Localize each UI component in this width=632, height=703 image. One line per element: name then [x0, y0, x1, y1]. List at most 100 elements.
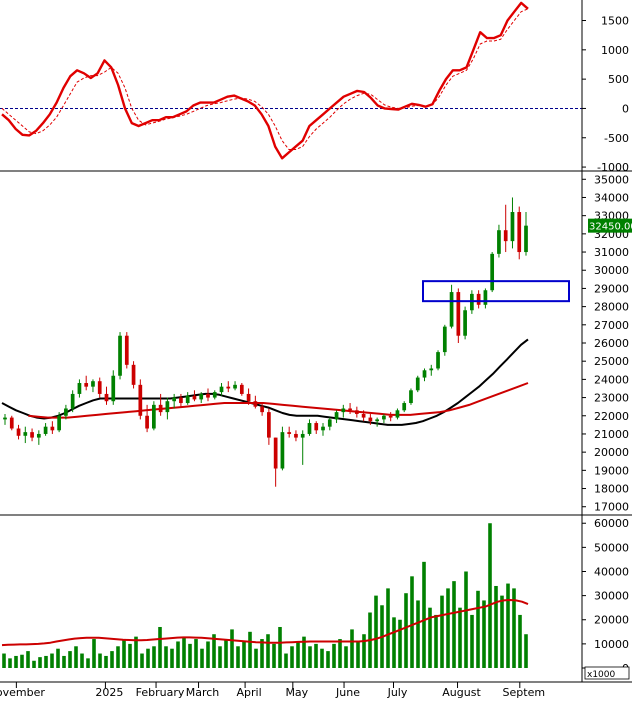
panel-frames	[0, 0, 632, 683]
candle-body-52	[354, 410, 359, 414]
volume-ma-line	[1, 599, 529, 647]
price-tick-label-11: 28000	[594, 301, 629, 314]
volume-bar-15	[92, 639, 96, 668]
volume-bar-36	[218, 646, 222, 668]
candle-body-77	[524, 225, 528, 253]
candle-body-60	[409, 390, 413, 404]
volume-bar-83	[500, 595, 504, 668]
candle-body-56	[382, 415, 386, 420]
candle-body-43	[294, 433, 298, 438]
volume-bar-34	[206, 641, 210, 668]
time-label-9: Septem	[503, 686, 546, 699]
candle-body-29	[199, 393, 204, 400]
volume-bar-39	[236, 646, 240, 668]
volume-bar-72	[434, 614, 438, 668]
volume-bar-23	[140, 653, 144, 668]
volume-bar-18	[110, 651, 114, 668]
volume-bar-28	[170, 648, 174, 668]
candle-body-25	[172, 397, 177, 402]
volume-bar-30	[182, 636, 186, 668]
volume-bar-25	[152, 646, 156, 668]
volume-bar-48	[290, 646, 294, 668]
price-tick-label-12: 29000	[594, 282, 629, 295]
candle-body-48	[327, 419, 332, 427]
candle-body-44	[300, 433, 305, 438]
time-axis: ovember 2025 February March April May June July…	[0, 682, 545, 699]
candle-body-26	[179, 397, 183, 404]
volume-bar-84	[506, 583, 510, 668]
candle-body-47	[321, 426, 325, 431]
time-label-6: June	[335, 686, 360, 699]
time-label-3: March	[186, 686, 220, 699]
price-tick-label-3: 20000	[594, 446, 629, 459]
volume-bar-45	[272, 643, 276, 668]
candle-body-73	[497, 230, 501, 254]
volume-tick-label-2: 20000	[594, 614, 629, 627]
candle-body-12	[84, 383, 89, 387]
price-tick-label-8: 25000	[594, 355, 629, 368]
volume-bar-77	[464, 571, 468, 668]
volume-bar-58	[350, 629, 354, 668]
price-tick-label-7: 24000	[594, 373, 629, 386]
candle-body-9	[64, 408, 68, 416]
volume-bar-8	[50, 653, 54, 668]
volume-tick-label-6: 60000	[594, 517, 629, 530]
candle-body-65	[442, 326, 447, 353]
volume-bar-1	[8, 658, 12, 668]
candle-body-6	[43, 426, 48, 434]
time-label-1: 2025	[95, 686, 123, 699]
candle-body-37	[253, 401, 258, 407]
time-label-2: February	[136, 686, 185, 699]
volume-bar-60	[362, 634, 366, 668]
volume-bar-47	[284, 653, 288, 668]
volume-bar-31	[188, 643, 192, 668]
time-label-0: ovember	[0, 686, 45, 699]
candle-body-0	[3, 417, 7, 420]
candle-body-16	[111, 375, 116, 402]
volume-bar-17	[104, 655, 108, 668]
oscillator-tick-label-0: -1000	[597, 161, 629, 174]
candle-body-18	[124, 335, 129, 365]
candle-body-75	[510, 212, 515, 242]
price-panel: 17000 18000 19000 20000 21000 22000 23000 24000…	[1, 173, 632, 514]
volume-bar-80	[482, 600, 486, 668]
price-tick-label-10: 27000	[594, 319, 629, 332]
candle-body-51	[348, 408, 352, 411]
candle-body-14	[97, 381, 102, 394]
candle-body-31	[212, 392, 217, 398]
candle-body-30	[206, 393, 210, 398]
volume-unit-label: x1000	[587, 670, 616, 680]
candle-body-42	[287, 432, 292, 434]
candle-body-63	[429, 368, 434, 371]
volume-bar-40	[242, 641, 246, 668]
volume-bar-21	[128, 643, 132, 668]
volume-bar-37	[224, 639, 228, 668]
candle-body-36	[246, 393, 251, 402]
volume-bar-69	[416, 600, 420, 668]
candle-body-8	[57, 415, 61, 431]
oscillator-panel: -1000 -500 0 500 1000 1500	[0, 1, 629, 174]
volume-bar-55	[332, 643, 336, 668]
candle-body-41	[280, 432, 285, 469]
volume-bar-59	[356, 641, 360, 668]
candle-body-27	[185, 395, 190, 404]
volume-bar-16	[98, 653, 102, 668]
volume-bar-20	[122, 639, 126, 668]
candle-body-64	[436, 352, 440, 369]
volume-bar-26	[158, 626, 162, 668]
price-tick-label-5: 22000	[594, 410, 629, 423]
resistance-box	[422, 280, 570, 303]
volume-unit-box	[584, 666, 630, 680]
candle-body-23	[158, 404, 163, 413]
candle-body-19	[131, 364, 136, 385]
price-tick-label-18: 35000	[594, 173, 629, 186]
volume-bar-2	[14, 655, 18, 668]
volume-bar-13	[80, 653, 84, 668]
volume-bar-50	[302, 636, 306, 668]
candle-body-17	[118, 335, 122, 376]
volume-tick-label-3: 30000	[594, 590, 629, 603]
volume-bar-9	[56, 648, 60, 668]
price-tick-label-0: 17000	[594, 501, 629, 514]
